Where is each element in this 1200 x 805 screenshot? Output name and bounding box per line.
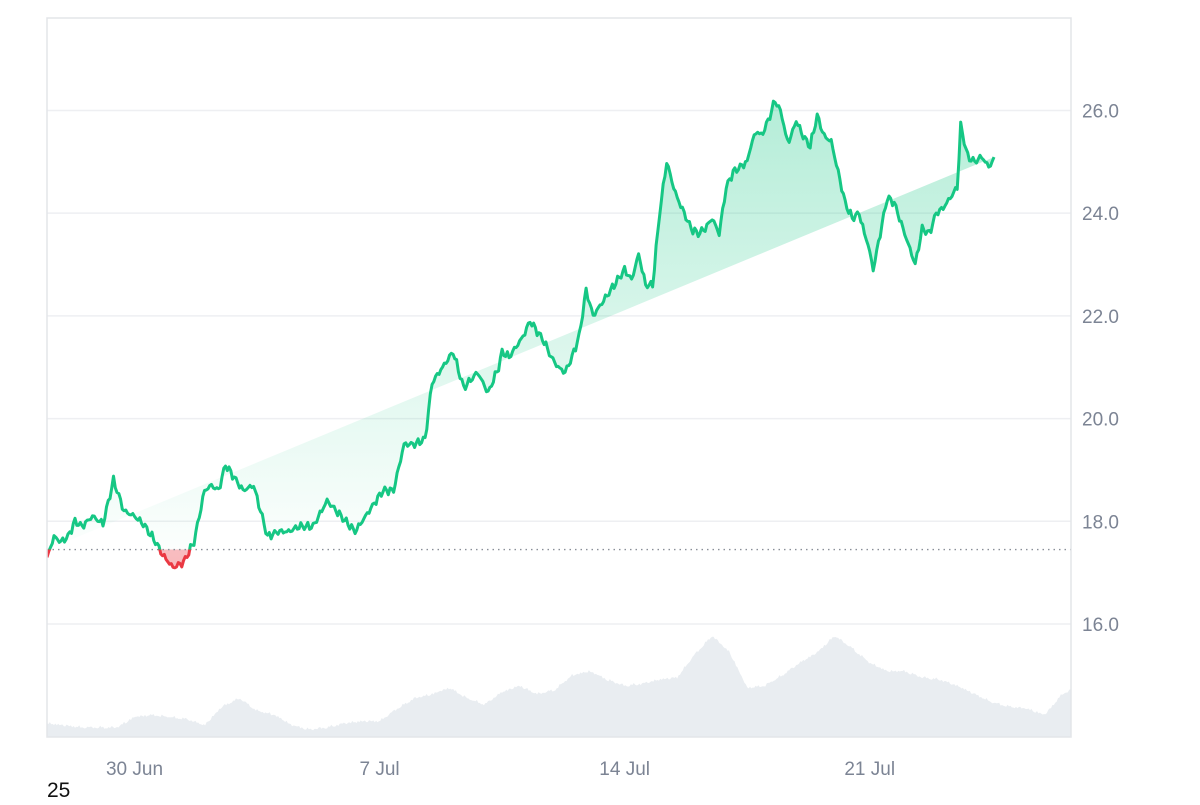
volume-area xyxy=(47,636,1071,737)
x-tick-label: 7 Jul xyxy=(360,759,400,780)
fill-above-baseline xyxy=(47,101,994,550)
plot-frame xyxy=(46,17,1072,738)
price-line xyxy=(47,99,996,570)
volume-area-shape xyxy=(47,636,1071,737)
x-axis-ticks: 30 Jun 7 Jul 14 Jul 21 Jul xyxy=(106,759,895,780)
y-tick-label: 22.0 xyxy=(1082,307,1119,328)
y-axis-ticks: 16.0 18.0 20.0 22.0 24.0 26.0 xyxy=(1082,101,1119,636)
y-tick-label: 16.0 xyxy=(1082,615,1119,636)
price-fill xyxy=(47,101,994,568)
y-tick-label: 20.0 xyxy=(1082,410,1119,431)
x-tick-label: 21 Jul xyxy=(844,759,895,780)
plot-border xyxy=(46,17,1072,738)
corner-label: 25 xyxy=(47,779,71,802)
x-tick-label: 30 Jun xyxy=(106,759,163,780)
x-tick-label: 14 Jul xyxy=(599,759,650,780)
y-tick-label: 18.0 xyxy=(1082,512,1119,533)
y-tick-label: 26.0 xyxy=(1082,101,1119,122)
y-tick-label: 24.0 xyxy=(1082,204,1119,225)
price-line-up xyxy=(47,99,996,550)
grid-lines xyxy=(47,109,1071,625)
